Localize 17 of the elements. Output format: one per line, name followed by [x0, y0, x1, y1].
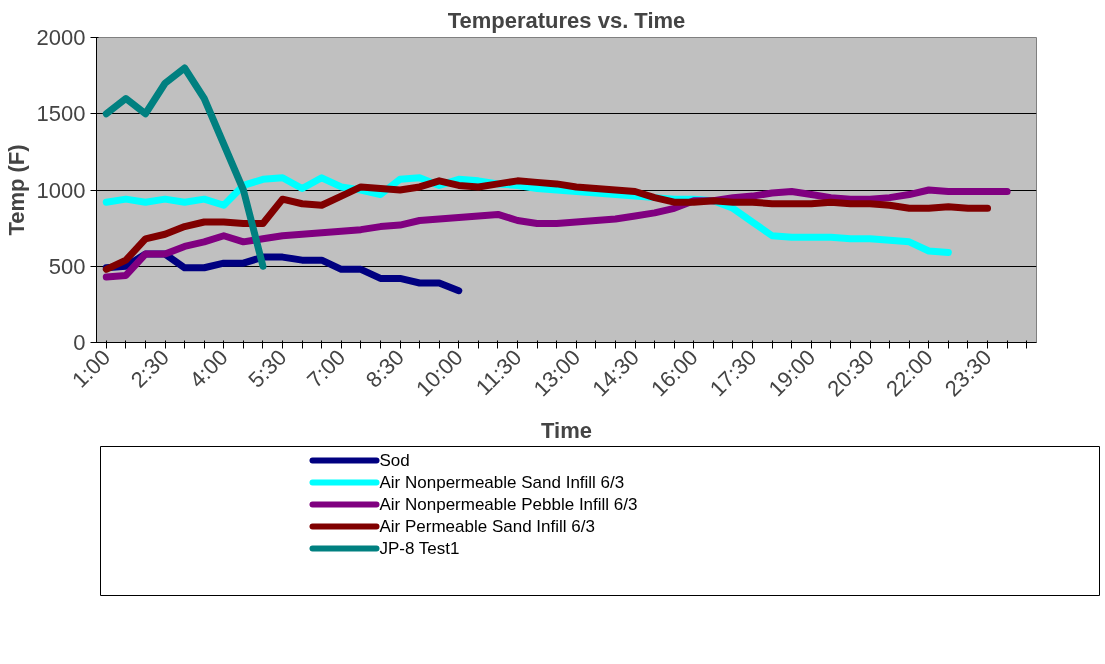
legend-label: Air Permeable Sand Infill 6/3: [379, 517, 595, 536]
x-tick-label: 5:30: [243, 344, 292, 393]
y-tick-label: 1000: [36, 177, 86, 203]
y-tick-label: 2000: [36, 25, 86, 50]
y-axis-title: Temp (F): [3, 144, 29, 236]
legend-label: JP-8 Test1: [379, 539, 460, 558]
legend-label: Air Nonpermeable Pebble Infill 6/3: [379, 495, 638, 514]
y-tick-label: 1500: [36, 101, 86, 127]
x-tick-label: 4:00: [184, 344, 233, 393]
legend-label: Sod: [379, 451, 410, 470]
x-axis-title: Time: [541, 418, 592, 444]
legend-label: Air Nonpermeable Sand Infill 6/3: [379, 473, 625, 492]
x-tick-label: 8:30: [360, 344, 409, 393]
chart-title: Temperatures vs. Time: [447, 7, 686, 33]
y-tick-label: 0: [73, 330, 86, 355]
y-tick-label: 500: [48, 253, 86, 279]
x-tick-label: 7:00: [302, 344, 351, 393]
